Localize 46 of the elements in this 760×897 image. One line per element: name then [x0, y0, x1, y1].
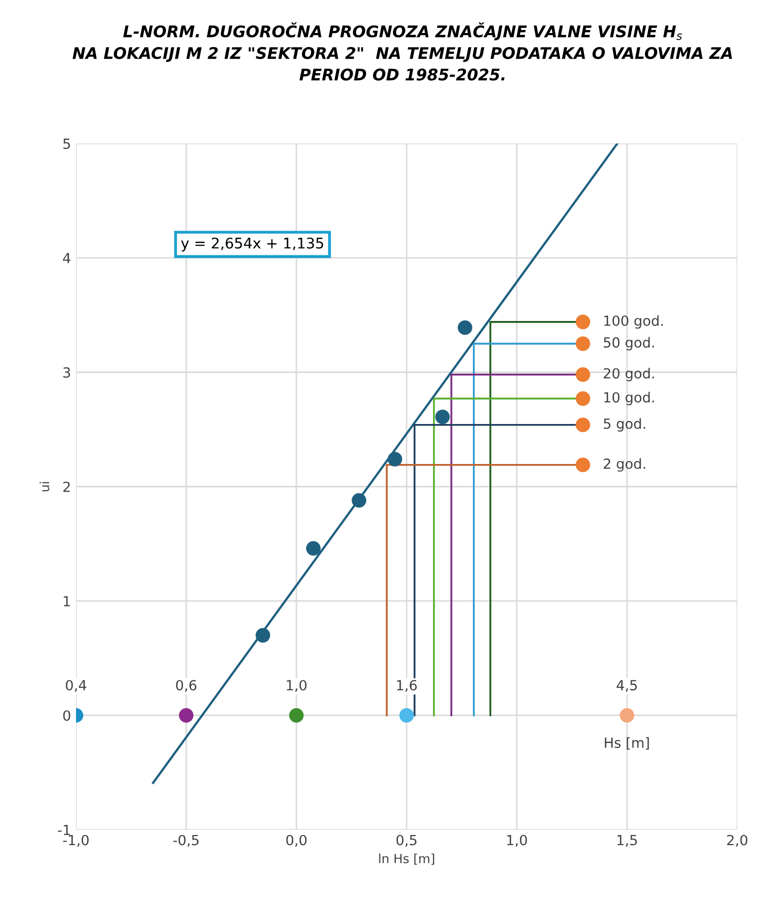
- y-tick-label: 5: [63, 138, 70, 149]
- x-tick-label: -0,5: [173, 834, 199, 847]
- series-label: 10 god.: [604, 392, 654, 406]
- annotation: y = 2,654x + 1,135: [181, 238, 324, 252]
- annotation: 1,6: [397, 680, 417, 692]
- y-tick-label: 2: [63, 482, 70, 492]
- y-tick-label: 4: [62, 253, 70, 264]
- x-tick-label: 2,0: [727, 834, 748, 847]
- annotation: 1,0: [286, 680, 307, 692]
- point: [256, 628, 270, 643]
- y-tick-label: 3: [63, 367, 70, 378]
- y-tick-label: 0: [63, 710, 70, 721]
- series-label: 5 god.: [604, 418, 646, 432]
- point: [388, 452, 402, 466]
- series-label: 2 god.: [604, 458, 646, 472]
- point: [576, 458, 590, 472]
- x-tick-label: 0,5: [396, 834, 416, 847]
- series-label: 50 god.: [604, 336, 654, 350]
- annotation: Hs [m]: [604, 737, 649, 750]
- point: [289, 708, 304, 723]
- chart-title: L-NORM. DUGOROČNA PROGNOZA ZNAČAJNE VALNE VISINE H$_{s}$ NA LOKACIJI M 2 IZ "SEKTORA 2" NA TEMELJU PODATAKA O VALOVIMA ZA PERIOD OD 1985-2025.: [72, 22, 732, 81]
- y-axis-title: ui: [40, 482, 50, 492]
- x-tick-label: 1,5: [617, 835, 637, 847]
- annotation: 0,6: [176, 680, 196, 692]
- series-label: 100 god.: [604, 315, 663, 329]
- point: [576, 367, 590, 382]
- x-tick-label: 1,0: [507, 834, 527, 847]
- annotation: 0,4: [66, 680, 86, 692]
- x-tick-label: -1,0: [63, 834, 89, 847]
- point: [458, 320, 472, 335]
- point: [576, 391, 590, 406]
- point: [576, 336, 590, 351]
- x-tick-label: 0,0: [286, 834, 307, 847]
- annotation: 4,5: [616, 680, 637, 692]
- point: [620, 708, 634, 723]
- point: [178, 708, 194, 723]
- point: [399, 708, 414, 723]
- y-tick-label: 1: [64, 596, 70, 606]
- point: [576, 418, 590, 432]
- point: [352, 493, 366, 508]
- point: [306, 541, 321, 556]
- x-axis-title: ln Hs [m]: [379, 854, 434, 865]
- series-label: 20 god.: [604, 368, 654, 382]
- point: [435, 410, 450, 424]
- point: [576, 314, 590, 330]
- y-tick-label: -1: [58, 824, 70, 835]
